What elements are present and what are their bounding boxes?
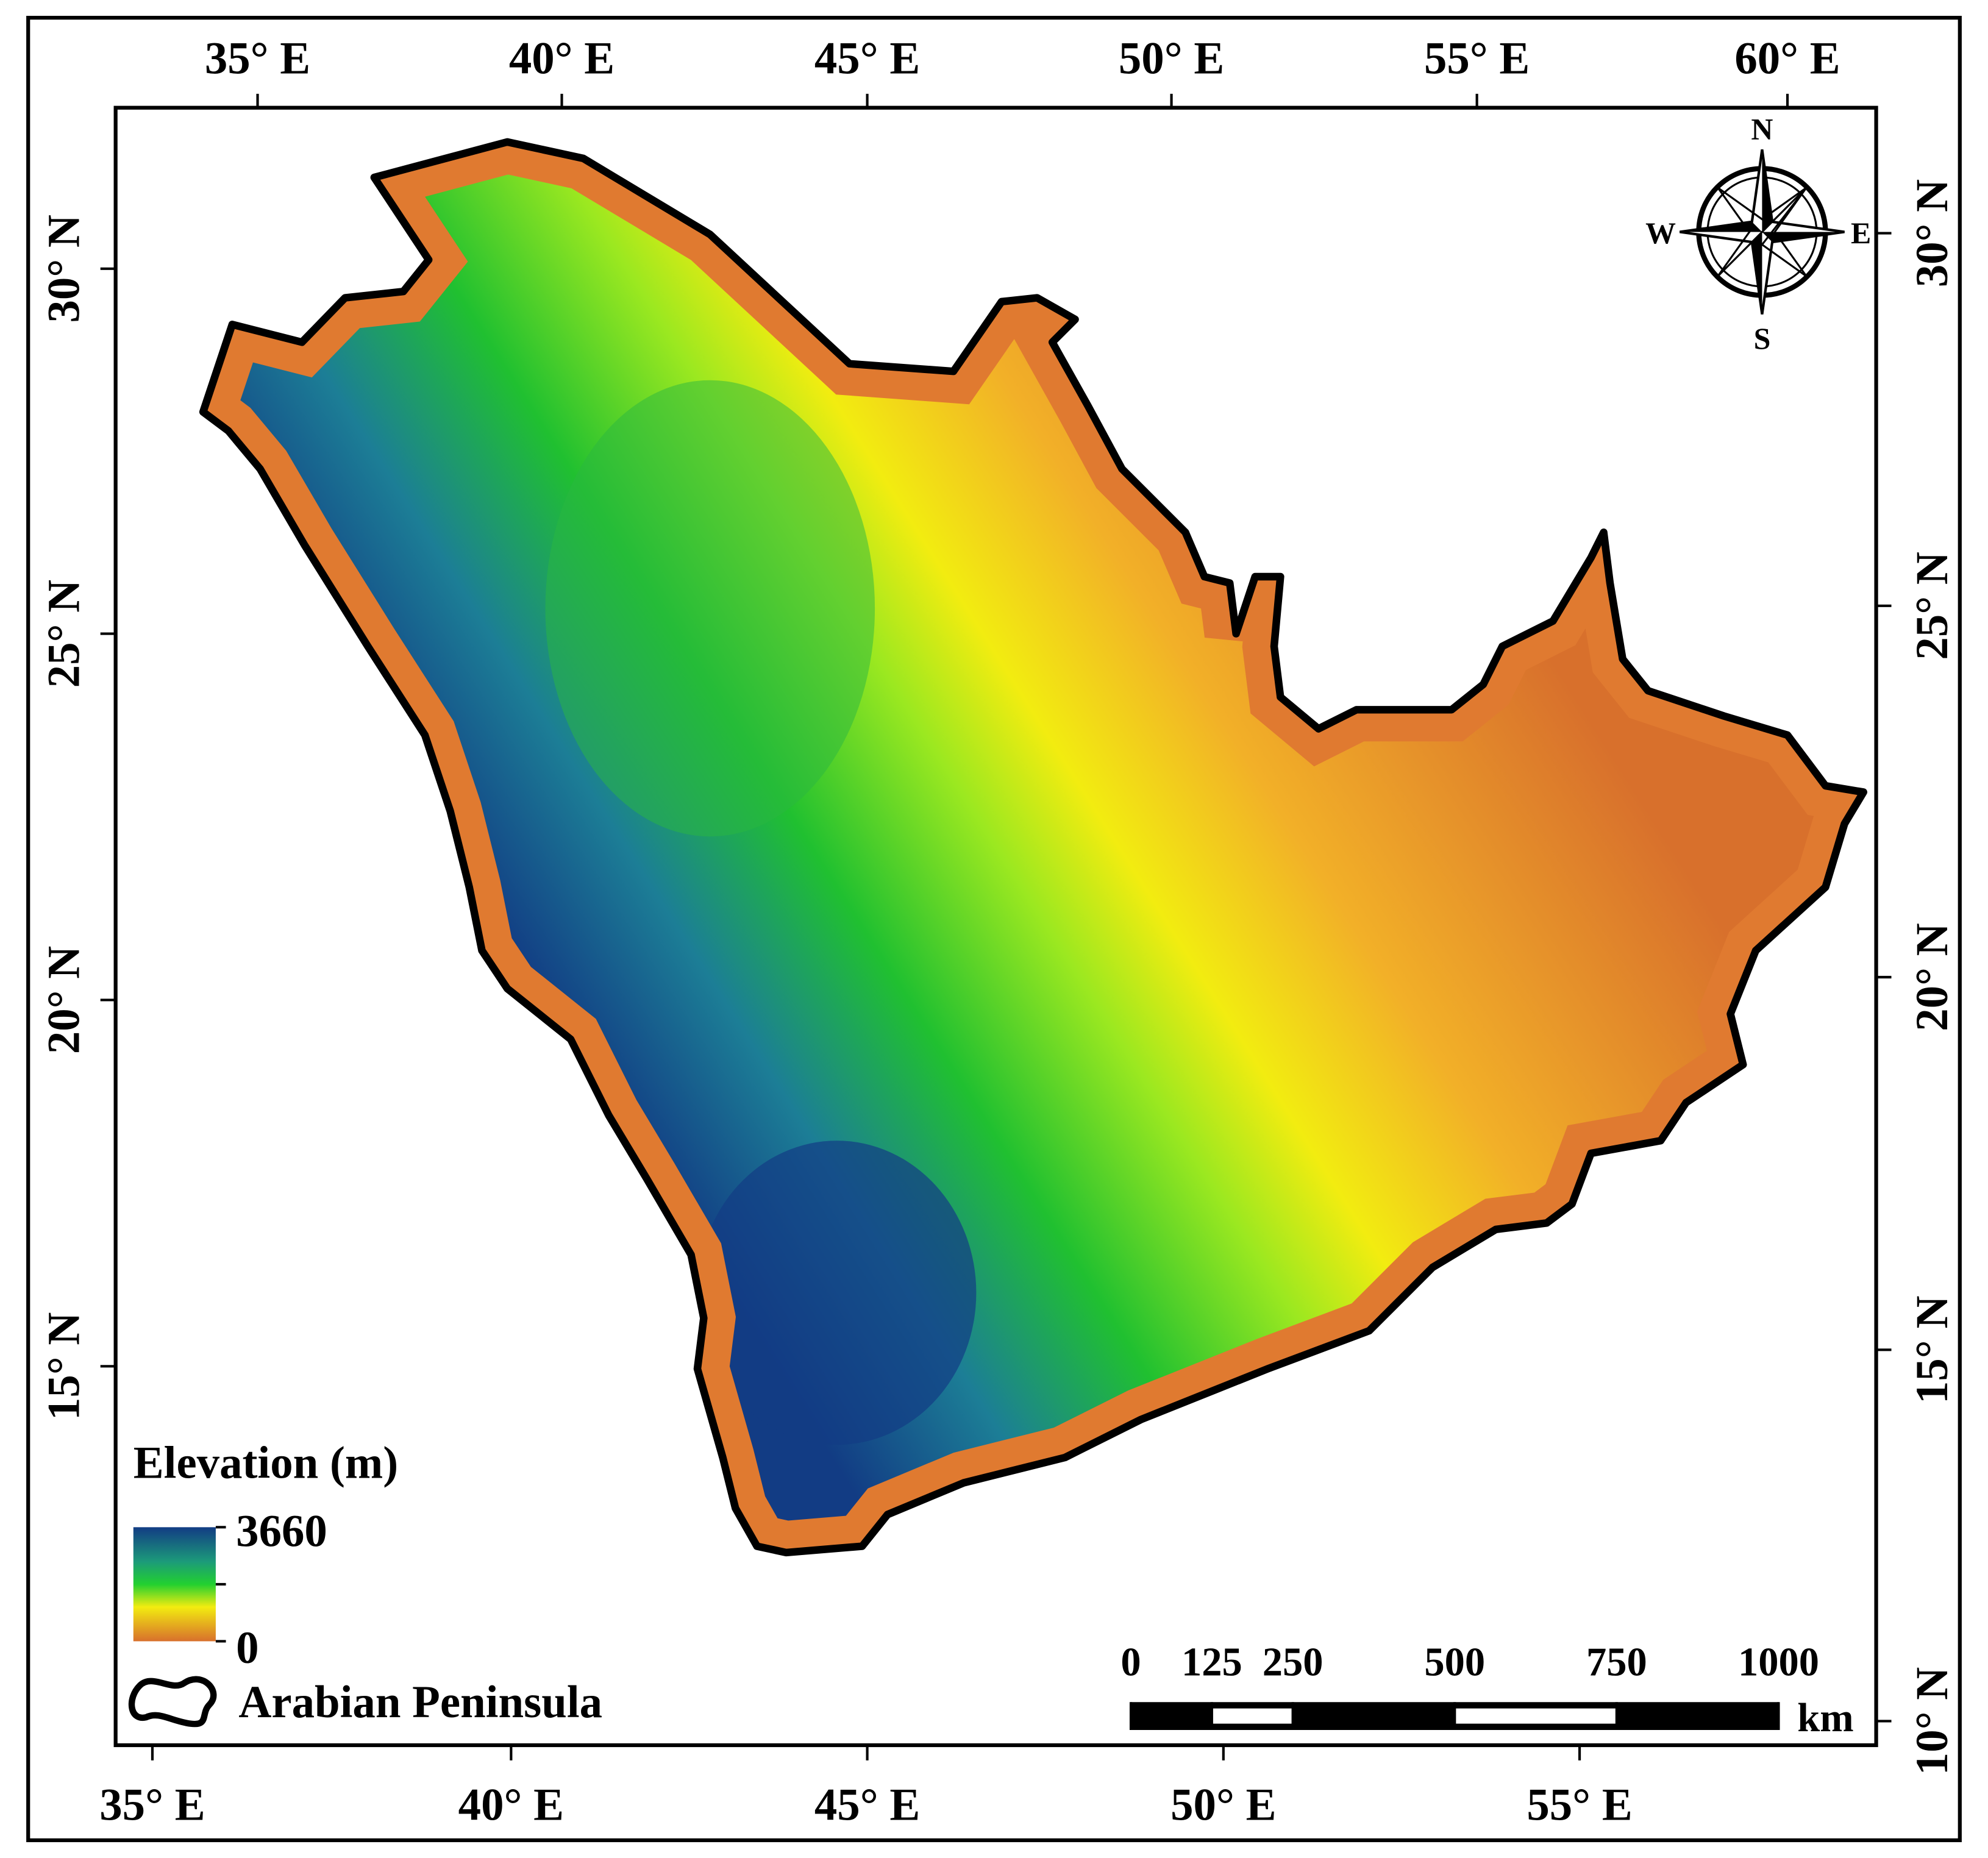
top-tick-label: 60° E — [1734, 34, 1840, 84]
scale-label: 1000 — [1738, 1640, 1819, 1685]
right-tick-label: 20° N — [1907, 923, 1958, 1031]
elevation-raster — [203, 141, 1864, 1553]
scale-bar: km 0 125 250 500 750 1000 — [1120, 1640, 1853, 1740]
legend: Elevation (m) 3660 0 Arabian Peninsula — [128, 1437, 602, 1728]
left-graticule: 30° N 25° N 20° N 15° N — [38, 215, 116, 1421]
compass-n: N — [1751, 113, 1773, 146]
right-graticule: 30° N 25° N 20° N 15° N 10° N — [1876, 179, 1958, 1775]
top-tick-label: 40° E — [509, 34, 615, 84]
top-graticule: 35° E 40° E 45° E 50° E 55° E 60° E — [205, 34, 1840, 108]
legend-min: 0 — [236, 1623, 258, 1673]
bottom-tick-label: 40° E — [458, 1780, 564, 1831]
scale-segment — [1455, 1708, 1617, 1724]
bottom-tick-label: 50° E — [1170, 1780, 1276, 1831]
tick-marks — [100, 267, 116, 1368]
legend-boundary-icon — [128, 1676, 217, 1728]
right-tick-label: 30° N — [1907, 179, 1958, 288]
bottom-tick-label: 35° E — [99, 1780, 205, 1831]
legend-title: Elevation (m) — [134, 1437, 398, 1488]
left-tick-label: 15° N — [38, 1312, 89, 1421]
top-tick-label: 35° E — [205, 34, 310, 84]
outer-border — [26, 15, 1962, 1843]
top-tick-label: 50° E — [1119, 34, 1224, 84]
right-tick-label: 25° N — [1907, 552, 1958, 660]
compass-w: W — [1645, 216, 1676, 250]
scale-label: 125 — [1181, 1640, 1242, 1685]
scale-label: 0 — [1120, 1640, 1141, 1685]
north-arrow: N E S W — [1645, 113, 1871, 355]
scale-segment — [1211, 1708, 1293, 1724]
left-tick-label: 20° N — [38, 946, 89, 1054]
scale-label: 250 — [1263, 1640, 1324, 1685]
legend-max: 3660 — [236, 1506, 327, 1557]
legend-boundary-label: Arabian Peninsula — [238, 1677, 602, 1728]
tick-marks — [151, 1745, 1581, 1760]
right-tick-label: 10° N — [1907, 1667, 1958, 1776]
scale-label: 500 — [1424, 1640, 1485, 1685]
bottom-tick-label: 55° E — [1527, 1780, 1632, 1831]
peninsula-boundary — [199, 138, 1868, 1557]
bottom-graticule: 35° E 40° E 45° E 50° E 55° E — [99, 1745, 1633, 1831]
top-tick-label: 45° E — [814, 34, 920, 84]
right-tick-label: 15° N — [1907, 1296, 1958, 1404]
left-tick-label: 30° N — [38, 215, 89, 323]
legend-ticks — [215, 1526, 226, 1643]
scale-unit: km — [1797, 1696, 1853, 1740]
legend-ramp — [133, 1527, 216, 1642]
left-tick-label: 25° N — [38, 580, 89, 688]
map-frame — [113, 105, 1878, 1748]
compass-s: S — [1754, 322, 1771, 355]
bottom-tick-label: 45° E — [814, 1780, 920, 1831]
tick-marks — [1876, 232, 1892, 1723]
scale-label: 750 — [1586, 1640, 1647, 1685]
top-tick-label: 55° E — [1424, 34, 1530, 84]
compass-e: E — [1851, 216, 1871, 250]
tick-marks — [256, 93, 1789, 108]
